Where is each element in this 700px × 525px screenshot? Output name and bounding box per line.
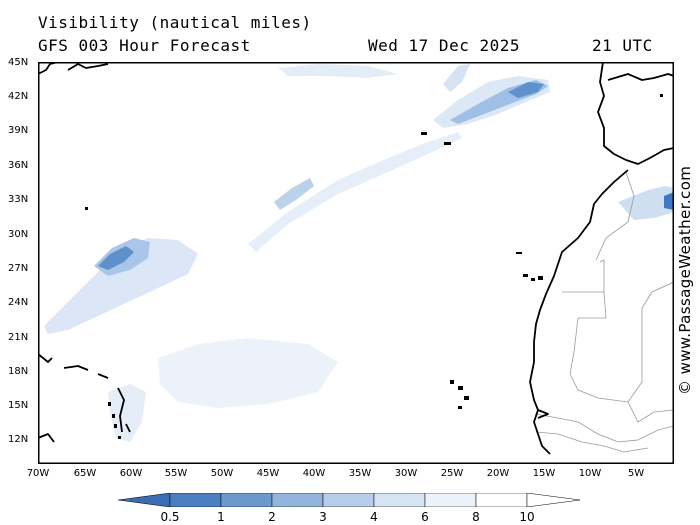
lat-label-27n: 27N bbox=[8, 263, 29, 274]
colorbar-label-4: 4 bbox=[370, 510, 378, 524]
map-frame bbox=[38, 62, 674, 464]
lat-label-15n: 15N bbox=[8, 400, 29, 411]
chart-title: Visibility (nautical miles) bbox=[38, 13, 312, 32]
lat-label-42n: 42N bbox=[8, 91, 29, 102]
lon-label-10w: 10W bbox=[578, 468, 602, 479]
visibility-shading bbox=[44, 64, 674, 442]
visibility-colorbar bbox=[118, 493, 581, 507]
visibility-map bbox=[38, 62, 674, 464]
lon-label-5w: 5W bbox=[627, 468, 645, 479]
colorbar-bin-7 bbox=[475, 493, 528, 507]
shading-patch-africa-dark bbox=[664, 192, 674, 210]
country-borders bbox=[534, 171, 674, 453]
colorbar-label-2: 2 bbox=[268, 510, 276, 524]
colorbar-label-6: 6 bbox=[421, 510, 429, 524]
colorbar-right-arrow bbox=[526, 493, 581, 507]
shading-streak-diagonal bbox=[248, 132, 462, 252]
credit-text: © www.PassageWeather.com bbox=[676, 165, 694, 395]
island-bermuda bbox=[85, 207, 88, 210]
lon-label-60w: 60W bbox=[119, 468, 143, 479]
coast-iberia bbox=[597, 62, 674, 165]
island-canary-2 bbox=[531, 278, 535, 281]
island-cape-verde-4 bbox=[458, 406, 462, 409]
island-canary-3 bbox=[538, 276, 543, 280]
lon-label-65w: 65W bbox=[73, 468, 97, 479]
island-antilles-4 bbox=[118, 436, 121, 439]
border-western-sahara bbox=[562, 259, 605, 293]
lat-label-45n: 45N bbox=[8, 57, 29, 68]
coast-caribbean bbox=[38, 353, 131, 433]
lat-label-39n: 39N bbox=[8, 125, 29, 136]
lon-label-40w: 40W bbox=[302, 468, 326, 479]
island-azores-1 bbox=[421, 132, 427, 135]
lat-label-33n: 33N bbox=[8, 194, 29, 205]
lon-label-45w: 45W bbox=[256, 468, 280, 479]
lat-label-18n: 18N bbox=[8, 366, 29, 377]
colorbar-left-arrow bbox=[118, 493, 171, 507]
island-antilles-3 bbox=[114, 424, 117, 428]
forecast-date: Wed 17 Dec 2025 bbox=[368, 36, 520, 55]
border-guinea bbox=[535, 431, 649, 453]
lat-label-30n: 30N bbox=[8, 229, 29, 240]
shading-patch-southwest bbox=[158, 338, 338, 408]
colorbar-bin-4 bbox=[322, 493, 375, 507]
colorbar-bin-1 bbox=[169, 493, 222, 507]
lon-label-55w: 55W bbox=[164, 468, 188, 479]
lon-label-25w: 25W bbox=[440, 468, 464, 479]
shading-patch-mid bbox=[274, 178, 314, 210]
border-senegal bbox=[534, 413, 674, 443]
colorbar-label-0-5: 0.5 bbox=[160, 510, 180, 524]
colorbar-bin-3 bbox=[271, 493, 324, 507]
coast-iberia-north bbox=[607, 73, 674, 81]
colorbar-label-1: 1 bbox=[217, 510, 225, 524]
lat-label-12n: 12N bbox=[8, 434, 29, 445]
lon-label-20w: 20W bbox=[486, 468, 510, 479]
lat-label-24n: 24N bbox=[8, 297, 29, 308]
border-mauritania bbox=[569, 281, 674, 403]
border-mali bbox=[627, 401, 674, 423]
island-madeira bbox=[516, 252, 522, 254]
lon-label-50w: 50W bbox=[210, 468, 234, 479]
lon-label-70w: 70W bbox=[26, 468, 50, 479]
colorbar-label-8: 8 bbox=[472, 510, 480, 524]
lon-label-15w: 15W bbox=[532, 468, 556, 479]
border-morocco-algeria bbox=[595, 171, 635, 261]
shading-patch-africa-coast bbox=[618, 186, 674, 220]
coast-africa-west bbox=[529, 169, 629, 455]
lat-label-36n: 36N bbox=[8, 160, 29, 171]
coast-senegal-inlet bbox=[537, 409, 549, 419]
colorbar-label-3: 3 bbox=[319, 510, 327, 524]
colorbar-bin-6 bbox=[424, 493, 477, 507]
island-cape-verde-2 bbox=[458, 386, 463, 390]
shading-patch-west bbox=[44, 238, 198, 334]
islands bbox=[85, 94, 663, 439]
island-cape-verde-3 bbox=[464, 396, 469, 400]
island-cape-verde-1 bbox=[450, 380, 454, 384]
island-antilles-1 bbox=[108, 402, 111, 406]
coast-islands-south bbox=[38, 433, 55, 443]
chart-subtitle: GFS 003 Hour Forecast bbox=[38, 36, 251, 55]
island-azores-2 bbox=[444, 142, 451, 145]
shading-patch-top bbox=[278, 64, 398, 78]
shading-patch-top-right bbox=[443, 64, 470, 92]
lat-label-21n: 21N bbox=[8, 332, 29, 343]
lon-label-30w: 30W bbox=[394, 468, 418, 479]
colorbar-bin-5 bbox=[373, 493, 426, 507]
colorbar-bin-2 bbox=[220, 493, 273, 507]
forecast-time: 21 UTC bbox=[592, 36, 653, 55]
lon-label-35w: 35W bbox=[348, 468, 372, 479]
shading-patch-caribbean bbox=[108, 384, 146, 442]
island-balearic bbox=[660, 94, 663, 97]
island-canary-1 bbox=[523, 274, 528, 277]
shading-patch-northeast-dark bbox=[508, 82, 544, 98]
shading-patch-west-dark bbox=[98, 246, 134, 270]
colorbar-label-10: 10 bbox=[519, 510, 535, 524]
island-antilles-2 bbox=[112, 414, 115, 418]
